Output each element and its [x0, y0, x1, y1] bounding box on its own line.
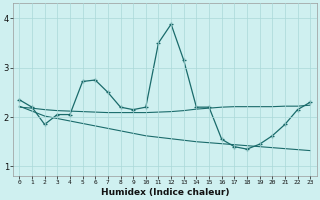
X-axis label: Humidex (Indice chaleur): Humidex (Indice chaleur) [100, 188, 229, 197]
